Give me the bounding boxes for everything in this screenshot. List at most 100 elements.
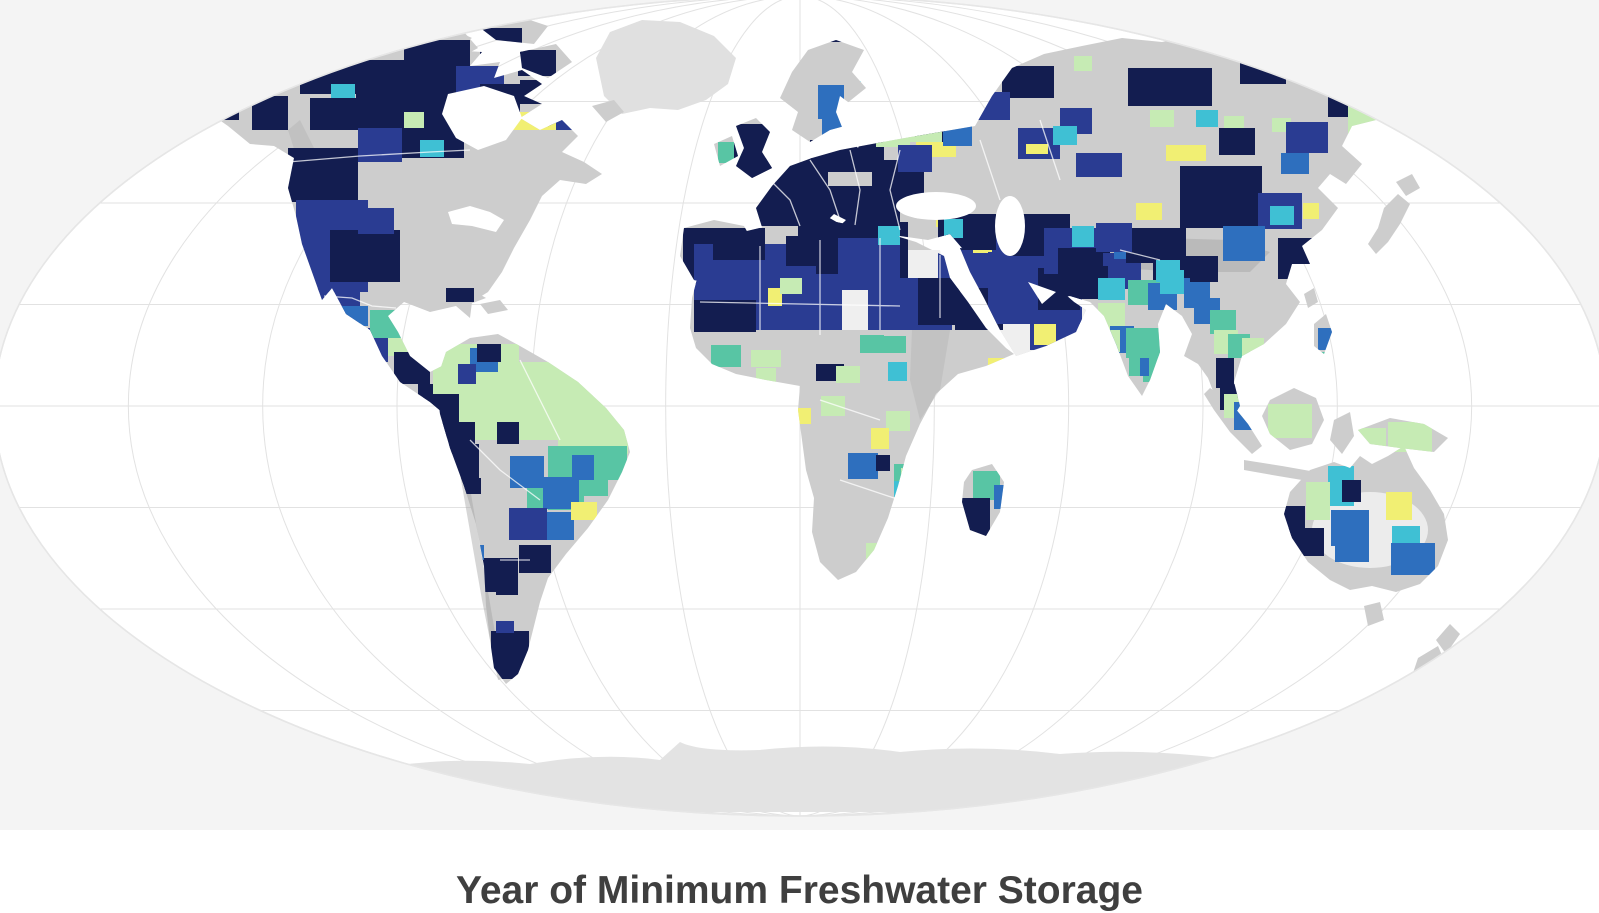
data-cell xyxy=(1335,546,1369,562)
data-cell xyxy=(1002,66,1054,98)
border-africa-south-1 xyxy=(819,399,881,421)
data-cell xyxy=(860,335,884,353)
border-south-america-1 xyxy=(519,359,561,441)
data-cell xyxy=(886,411,910,431)
border-sahel xyxy=(699,301,901,307)
data-cell xyxy=(1190,256,1218,282)
data-cell xyxy=(330,230,400,282)
data-cell xyxy=(786,236,822,266)
data-cell xyxy=(780,278,802,294)
landmass-iceland xyxy=(592,100,624,122)
border-asia-1 xyxy=(979,139,1001,201)
data-cell xyxy=(836,366,860,383)
border-europe-2 xyxy=(809,159,841,221)
data-cell xyxy=(1128,68,1212,106)
data-cell xyxy=(713,228,765,260)
persian-gulf xyxy=(1028,282,1056,304)
border-europe-4 xyxy=(889,149,901,231)
data-cell xyxy=(458,364,476,384)
data-cell xyxy=(1391,543,1435,575)
data-cell xyxy=(848,453,878,479)
data-cell xyxy=(898,145,932,172)
data-cell xyxy=(1219,128,1255,155)
data-cell xyxy=(1129,356,1140,376)
data-cell xyxy=(1331,510,1369,546)
data-cell xyxy=(518,50,556,76)
data-cell xyxy=(884,336,906,353)
data-cell xyxy=(1136,203,1162,220)
data-cell xyxy=(358,126,402,162)
data-cell xyxy=(1034,324,1056,345)
data-cell xyxy=(1072,226,1094,247)
border-europe-1 xyxy=(769,179,801,227)
data-cell xyxy=(1281,153,1309,174)
data-cell xyxy=(420,140,444,157)
border-asia-3 xyxy=(1119,249,1161,261)
data-cell xyxy=(888,362,907,381)
data-cell xyxy=(768,288,782,306)
data-cell xyxy=(572,455,594,480)
data-cell xyxy=(711,345,741,367)
data-cell xyxy=(1342,480,1361,502)
data-cell xyxy=(694,300,756,332)
data-cell xyxy=(1026,144,1048,154)
data-cell xyxy=(1386,492,1412,520)
landmass-greenland xyxy=(596,20,736,114)
border-europe-3 xyxy=(849,149,861,226)
data-cell xyxy=(546,512,574,540)
data-cell xyxy=(496,571,518,595)
data-cell xyxy=(1268,404,1312,438)
data-cell xyxy=(918,278,960,325)
border-us-mexico xyxy=(323,295,397,309)
data-cell xyxy=(1388,422,1432,452)
data-cell xyxy=(510,456,544,488)
data-cell xyxy=(1196,110,1218,127)
data-cell xyxy=(1180,166,1262,228)
data-cell xyxy=(358,208,394,234)
border-asia-2 xyxy=(1039,119,1061,181)
data-cell xyxy=(821,396,845,416)
caspian-sea xyxy=(995,196,1025,256)
baltic-sea xyxy=(836,96,866,148)
data-cell xyxy=(1160,270,1184,294)
black-sea xyxy=(896,192,976,220)
data-cell xyxy=(871,428,889,449)
data-cell xyxy=(477,344,501,362)
data-cell xyxy=(605,446,627,480)
data-cell xyxy=(509,508,547,540)
data-cell xyxy=(1053,126,1077,145)
data-cell xyxy=(571,502,597,520)
map-title: Year of Minimum Freshwater Storage xyxy=(455,869,1143,912)
data-cell xyxy=(1303,203,1319,219)
data-cell xyxy=(1074,56,1092,71)
border-south-america-2 xyxy=(469,439,541,501)
data-cell xyxy=(519,545,551,573)
data-cell xyxy=(1306,482,1330,520)
data-cell xyxy=(876,455,890,471)
data-cell xyxy=(446,288,474,302)
inland-water-group xyxy=(442,86,1056,304)
great-lakes xyxy=(448,206,504,232)
data-cell xyxy=(497,422,519,444)
data-cell xyxy=(288,148,358,202)
data-cell xyxy=(1096,223,1132,252)
data-cell xyxy=(1223,226,1265,261)
hudson-bay xyxy=(442,86,522,150)
data-cell xyxy=(1286,122,1328,153)
data-cell xyxy=(331,84,355,101)
data-cell xyxy=(1216,358,1234,388)
data-cell xyxy=(1140,358,1149,376)
outside-globe-tint xyxy=(0,0,1599,830)
landmass-japan xyxy=(1368,174,1420,254)
data-cell xyxy=(496,621,514,633)
data-cell xyxy=(1166,145,1206,161)
data-cell xyxy=(1076,153,1122,177)
data-cell xyxy=(1150,110,1174,127)
data-cell xyxy=(878,226,900,245)
border-africa-south-2 xyxy=(839,479,901,501)
globe-outline xyxy=(0,0,1599,817)
data-cell xyxy=(1270,206,1294,225)
country-borders-group xyxy=(287,119,1161,561)
